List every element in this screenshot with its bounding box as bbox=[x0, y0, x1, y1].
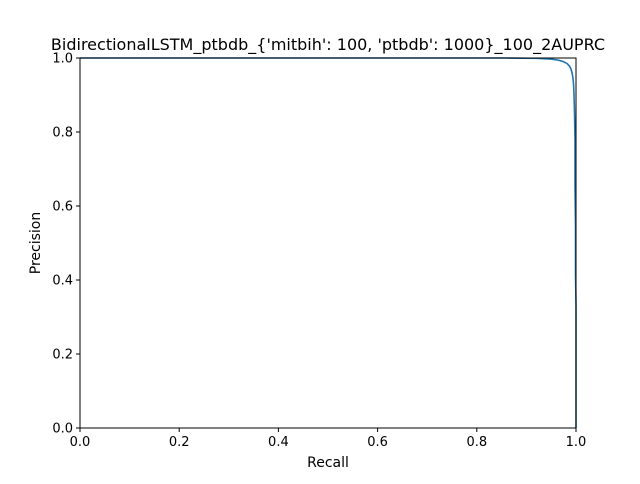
y-tick-label: 0.8 bbox=[52, 126, 73, 141]
y-axis: 0.0 0.2 0.4 0.6 0.8 1.0 bbox=[52, 52, 80, 437]
axes-frame bbox=[79, 57, 577, 429]
y-tick-label: 0.4 bbox=[52, 274, 73, 289]
x-tick-label: 0.6 bbox=[367, 435, 388, 450]
x-tick-label: 0.0 bbox=[70, 435, 91, 450]
x-tick-label: 0.8 bbox=[466, 435, 487, 450]
y-tick-label: 0.2 bbox=[52, 348, 73, 363]
chart-title: BidirectionalLSTM_ptbdb_{'mitbih': 100, … bbox=[51, 35, 605, 55]
x-axis-label: Recall bbox=[307, 455, 349, 471]
y-tick-label: 0.6 bbox=[52, 200, 73, 215]
x-tick-label: 1.0 bbox=[566, 435, 587, 450]
x-tick-label: 0.4 bbox=[268, 435, 289, 450]
y-tick-label: 1.0 bbox=[52, 52, 73, 67]
y-axis-label: Precision bbox=[28, 212, 44, 274]
x-tick-label: 0.2 bbox=[169, 435, 190, 450]
y-tick-label: 0.0 bbox=[52, 422, 73, 437]
x-axis: 0.0 0.2 0.4 0.6 0.8 1.0 bbox=[70, 428, 587, 450]
